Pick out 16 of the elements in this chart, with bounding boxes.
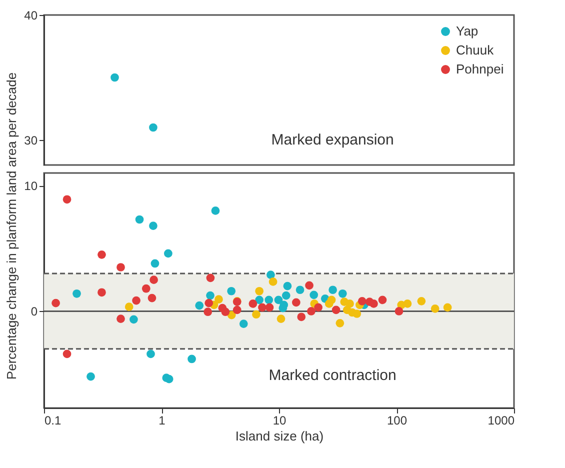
y-tick-label: 40 <box>24 8 38 22</box>
x-tick-label: 1000 <box>488 414 515 428</box>
annotation: Marked contraction <box>268 367 396 384</box>
legend-label: Chuuk <box>456 42 494 58</box>
legend-label: Pohnpei <box>456 62 504 76</box>
y-tick-label: 10 <box>24 179 38 194</box>
x-tick-label: 100 <box>386 414 408 428</box>
legend-label: Yap <box>456 24 478 38</box>
y-tick-label: 0 <box>30 304 38 319</box>
y-tick-label: 30 <box>24 134 38 148</box>
x-tick-label: 0.1 <box>44 414 62 428</box>
y-axis-title: Percentage change in planform land area per decade <box>4 72 19 380</box>
x-tick-label: 1 <box>158 414 166 428</box>
annotation: Marked expansion <box>271 132 394 148</box>
x-tick-label: 10 <box>272 414 286 428</box>
x-axis-title: Island size (ha) <box>235 428 324 444</box>
